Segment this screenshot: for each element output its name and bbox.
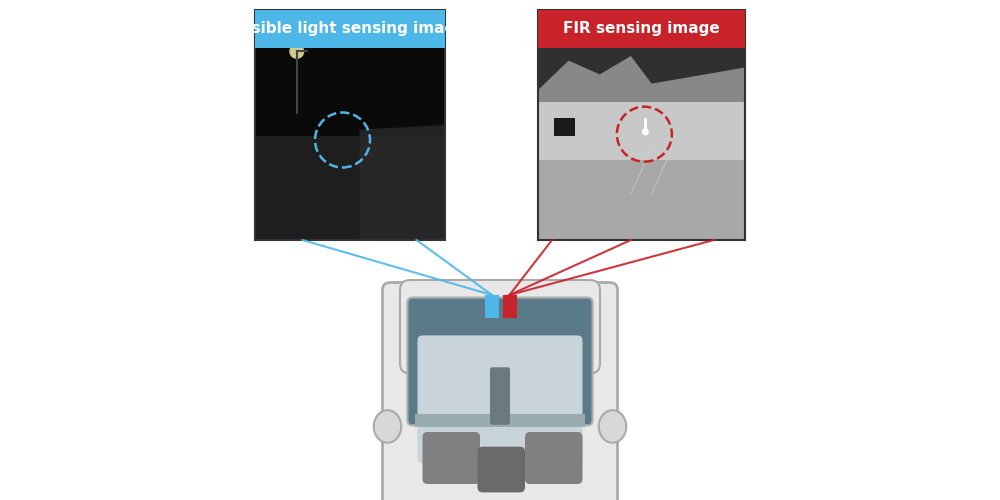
Bar xyxy=(255,136,445,240)
FancyBboxPatch shape xyxy=(525,432,582,484)
FancyBboxPatch shape xyxy=(400,280,600,374)
Ellipse shape xyxy=(599,410,626,443)
Text: FIR sensing image: FIR sensing image xyxy=(563,21,720,36)
Bar xyxy=(503,295,516,318)
FancyBboxPatch shape xyxy=(478,446,525,492)
FancyBboxPatch shape xyxy=(422,432,480,484)
Bar xyxy=(538,10,745,48)
Bar xyxy=(538,160,745,240)
Bar xyxy=(554,118,575,137)
Bar xyxy=(415,414,585,426)
Polygon shape xyxy=(538,10,745,90)
FancyBboxPatch shape xyxy=(382,282,618,500)
Bar xyxy=(255,10,445,240)
Circle shape xyxy=(289,44,304,59)
Bar xyxy=(255,10,445,136)
FancyBboxPatch shape xyxy=(418,336,582,463)
FancyBboxPatch shape xyxy=(490,368,510,425)
FancyBboxPatch shape xyxy=(408,298,592,425)
Bar xyxy=(538,10,745,240)
Bar xyxy=(538,10,745,102)
Bar xyxy=(485,295,499,318)
Circle shape xyxy=(642,128,649,136)
Ellipse shape xyxy=(374,410,401,443)
Bar xyxy=(538,102,745,160)
Polygon shape xyxy=(360,125,445,240)
Text: Visible light sensing image: Visible light sensing image xyxy=(235,21,465,36)
Bar xyxy=(538,10,745,240)
Bar xyxy=(255,10,445,48)
Bar xyxy=(255,10,445,240)
